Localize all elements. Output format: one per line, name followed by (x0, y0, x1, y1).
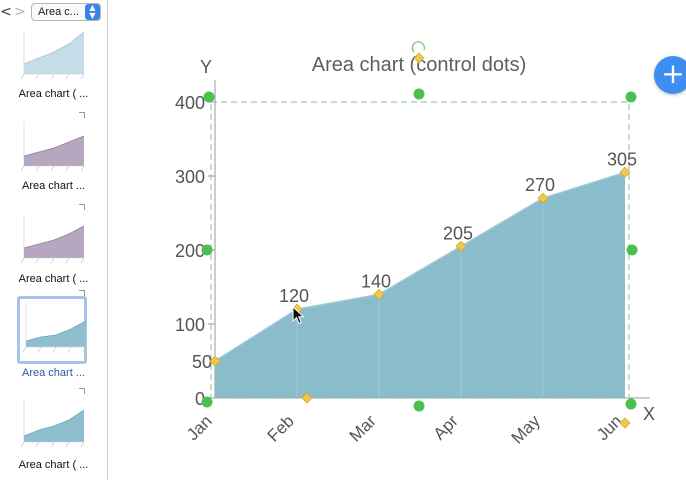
add-button[interactable]: + (654, 56, 686, 94)
x-tick-label: Apr (430, 411, 462, 443)
y-tick-label: 200 (175, 241, 205, 261)
resize-control-dot[interactable] (625, 398, 637, 410)
sidebar-toolbar: < > Area c... ▲ ▼ (0, 0, 107, 25)
forward-arrow-icon[interactable]: > (14, 4, 26, 20)
corner-marker-icon (79, 388, 85, 394)
rotate-handle-icon[interactable] (411, 41, 426, 53)
y-tick-label: 100 (175, 315, 205, 335)
data-point-handle[interactable] (209, 355, 221, 367)
template-label: Area chart ... (22, 180, 85, 192)
template-sidebar: < > Area c... ▲ ▼ Area chart ( ... Area ch… (0, 0, 108, 480)
chart-title: Area chart (control dots) (312, 54, 527, 76)
x-axis-label: X (643, 404, 655, 424)
data-label: 270 (525, 175, 555, 195)
x-tick-label: May (508, 411, 544, 447)
data-point-handle[interactable] (455, 240, 467, 252)
adjust-handle[interactable] (413, 52, 425, 64)
template-label: Area chart ... (22, 367, 85, 379)
template-thumbnail[interactable] (17, 296, 87, 364)
data-point-handle[interactable] (537, 192, 549, 204)
resize-control-dot[interactable] (413, 88, 425, 100)
select-value: Area c... (38, 6, 79, 18)
template-label: Area chart ( ... (18, 273, 89, 285)
data-label: 205 (443, 223, 473, 243)
template-label: Area chart ( ... (18, 88, 89, 100)
corner-marker-icon (79, 112, 85, 118)
y-axis-label: Y (200, 57, 212, 77)
resize-control-dot[interactable] (201, 244, 213, 256)
template-thumbnail[interactable] (18, 118, 86, 180)
adjust-handle[interactable] (301, 392, 313, 404)
area-series-line (214, 171, 626, 362)
y-tick-label: 300 (175, 167, 205, 187)
data-label: 305 (607, 149, 637, 169)
corner-marker-icon (79, 204, 85, 210)
y-tick-label: 0 (195, 389, 205, 409)
y-tick-label: 400 (175, 93, 205, 113)
select-stepper-icon[interactable]: ▲ ▼ (85, 4, 100, 20)
adjust-handle[interactable] (619, 417, 631, 429)
x-tick-label: Jun (593, 411, 626, 444)
template-thumbnail[interactable] (18, 26, 86, 88)
area-fill[interactable] (215, 172, 625, 398)
resize-control-dot[interactable] (626, 244, 638, 256)
resize-control-dot[interactable] (201, 396, 213, 408)
template-thumbnail[interactable] (18, 394, 86, 456)
data-label: 50 (192, 352, 212, 372)
resize-control-dot[interactable] (413, 400, 425, 412)
back-arrow-icon[interactable]: < (0, 4, 12, 20)
x-tick-label: Mar (346, 411, 380, 445)
data-label: 140 (361, 271, 391, 291)
data-point-handle[interactable] (373, 288, 385, 300)
data-label: 120 (279, 286, 309, 306)
mouse-cursor-icon (292, 306, 305, 325)
corner-marker-icon (79, 290, 85, 296)
data-point-handle[interactable] (619, 166, 631, 178)
resize-control-dot[interactable] (625, 91, 637, 103)
template-label: Area chart ( ... (18, 459, 89, 471)
template-category-select[interactable]: Area c... ▲ ▼ (31, 3, 101, 21)
x-tick-label: Jan (183, 411, 216, 444)
x-tick-label: Feb (264, 411, 298, 445)
template-thumbnail[interactable] (18, 210, 86, 272)
resize-control-dot[interactable] (203, 91, 215, 103)
